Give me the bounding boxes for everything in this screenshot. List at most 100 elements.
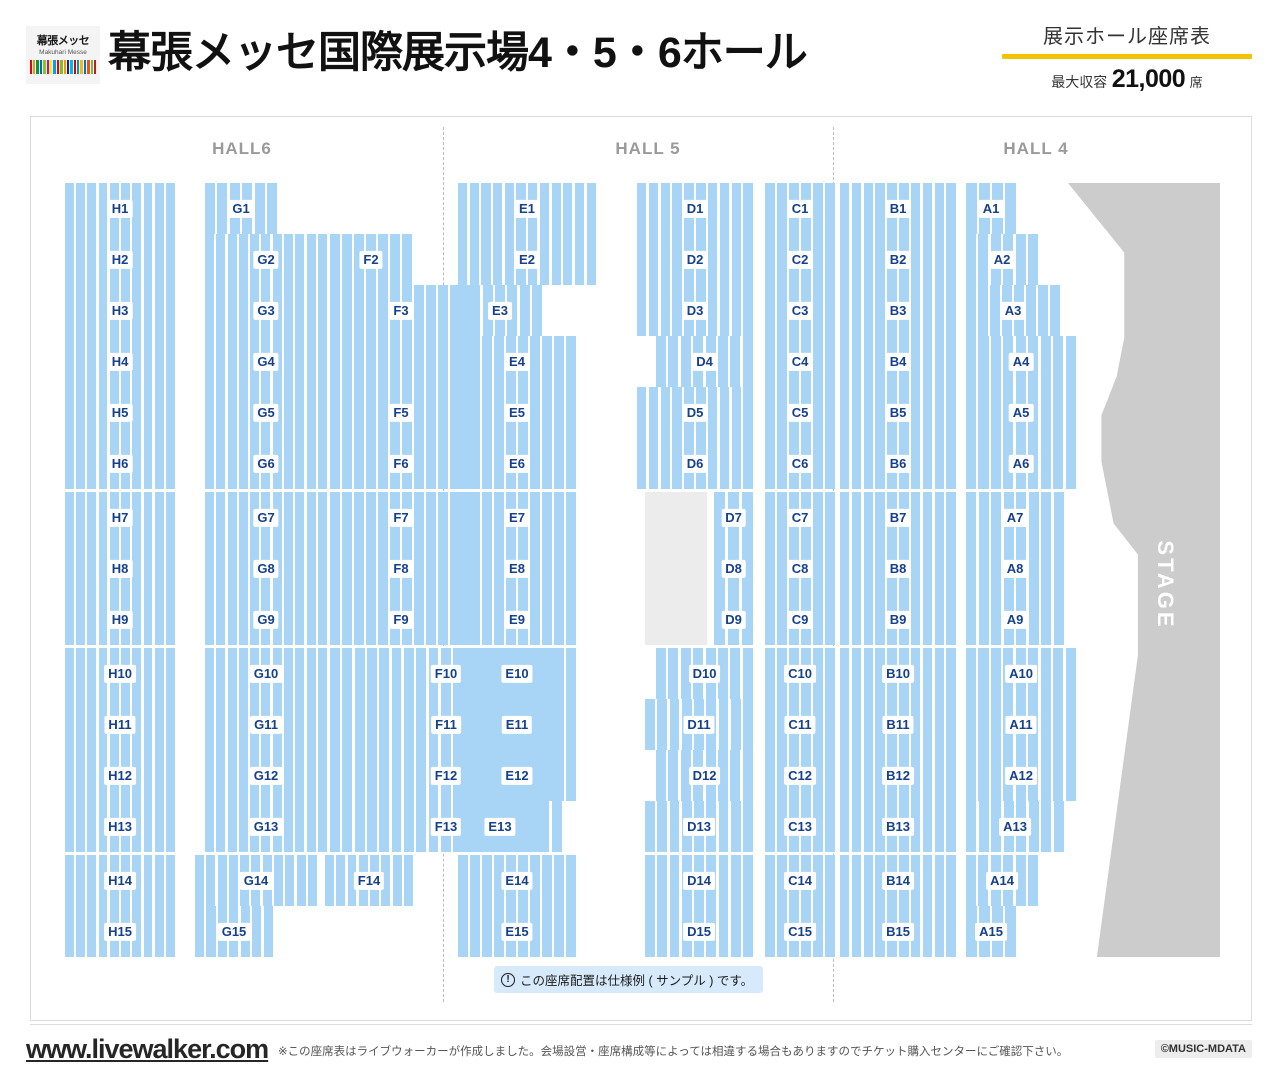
- seat-block-E11[interactable]: E11: [458, 699, 576, 750]
- seat-block-E13[interactable]: E13: [458, 801, 542, 852]
- seat-block-H13[interactable]: H13: [65, 801, 175, 852]
- seat-block-E3[interactable]: E3: [458, 285, 542, 336]
- seat-block-H15[interactable]: H15: [65, 906, 175, 957]
- seat-block-C5[interactable]: C5: [765, 387, 835, 438]
- seat-block-C8[interactable]: C8: [765, 543, 835, 594]
- seat-block-D3[interactable]: D3: [637, 285, 753, 336]
- seat-block-H6[interactable]: H6: [65, 438, 175, 489]
- seat-block-H9[interactable]: H9: [65, 594, 175, 645]
- seat-block-G11[interactable]: G11: [205, 699, 327, 750]
- seat-block-D15[interactable]: D15: [645, 906, 753, 957]
- seat-block-G9[interactable]: G9: [205, 594, 327, 645]
- seat-block-D12[interactable]: D12: [656, 750, 753, 801]
- seat-block-D8[interactable]: D8: [714, 543, 753, 594]
- seat-block-D13[interactable]: D13: [645, 801, 753, 852]
- seat-block-A8[interactable]: A8: [966, 543, 1064, 594]
- seat-block-A2[interactable]: A2: [966, 234, 1038, 285]
- seat-block-C15[interactable]: C15: [765, 906, 835, 957]
- seat-block-B9[interactable]: B9: [840, 594, 956, 645]
- seat-block-B7[interactable]: B7: [840, 492, 956, 543]
- seat-block-B3[interactable]: B3: [840, 285, 956, 336]
- seat-block-B6[interactable]: B6: [840, 438, 956, 489]
- seat-block-B13[interactable]: B13: [840, 801, 956, 852]
- seat-block-A10[interactable]: A10: [966, 648, 1076, 699]
- seat-block-D10[interactable]: D10: [656, 648, 753, 699]
- seat-block-A4[interactable]: A4: [966, 336, 1076, 387]
- seat-block-B10[interactable]: B10: [840, 648, 956, 699]
- seat-block-H11[interactable]: H11: [65, 699, 175, 750]
- seat-block-H7[interactable]: H7: [65, 492, 175, 543]
- seat-block-D6[interactable]: D6: [637, 438, 753, 489]
- seat-block-G4[interactable]: G4: [205, 336, 327, 387]
- seat-block-C4[interactable]: C4: [765, 336, 835, 387]
- seat-block-D14[interactable]: D14: [645, 855, 753, 906]
- seat-block-F2[interactable]: F2: [330, 234, 412, 285]
- seat-block-A14[interactable]: A14: [966, 855, 1038, 906]
- seat-block-A12[interactable]: A12: [966, 750, 1076, 801]
- seat-block-D1[interactable]: D1: [637, 183, 753, 234]
- seat-block-D11[interactable]: D11: [645, 699, 753, 750]
- seat-block-A7[interactable]: A7: [966, 492, 1064, 543]
- seat-block-G7[interactable]: G7: [205, 492, 327, 543]
- seat-block-G6[interactable]: G6: [205, 438, 327, 489]
- seat-block-F8[interactable]: F8: [330, 543, 472, 594]
- seat-block-G15[interactable]: G15: [195, 906, 273, 957]
- seat-block-E6[interactable]: E6: [458, 438, 576, 489]
- seat-block-C1[interactable]: C1: [765, 183, 835, 234]
- seat-block-C7[interactable]: C7: [765, 492, 835, 543]
- seat-block-A5[interactable]: A5: [966, 387, 1076, 438]
- seat-block-B5[interactable]: B5: [840, 387, 956, 438]
- seat-block-F6[interactable]: F6: [330, 438, 472, 489]
- seat-block-E2[interactable]: E2: [458, 234, 596, 285]
- seat-block-C10[interactable]: C10: [765, 648, 835, 699]
- seat-block-E14[interactable]: E14: [458, 855, 576, 906]
- seat-block-D2[interactable]: D2: [637, 234, 753, 285]
- seat-block-B1[interactable]: B1: [840, 183, 956, 234]
- seat-block-A11[interactable]: A11: [966, 699, 1076, 750]
- seat-block-H14[interactable]: H14: [65, 855, 175, 906]
- seat-block-G8[interactable]: G8: [205, 543, 327, 594]
- seat-block-E4[interactable]: E4: [458, 336, 576, 387]
- seat-block-D4[interactable]: D4: [656, 336, 753, 387]
- seat-block-F3[interactable]: F3: [330, 285, 472, 336]
- seat-block-G12[interactable]: G12: [205, 750, 327, 801]
- seat-block-F9[interactable]: F9: [330, 594, 472, 645]
- seat-block-B2[interactable]: B2: [840, 234, 956, 285]
- seat-block-F7[interactable]: F7: [330, 492, 472, 543]
- seat-block-E9[interactable]: E9: [458, 594, 576, 645]
- seat-block-G2[interactable]: G2: [205, 234, 327, 285]
- seat-block-C9[interactable]: C9: [765, 594, 835, 645]
- site-url-link[interactable]: www.livewalker.com: [26, 1034, 269, 1064]
- seat-block-G13[interactable]: G13: [205, 801, 327, 852]
- seat-block-H3[interactable]: H3: [65, 285, 175, 336]
- seat-block-E5[interactable]: E5: [458, 387, 576, 438]
- seat-block-E7[interactable]: E7: [458, 492, 576, 543]
- seat-block-E10[interactable]: E10: [458, 648, 576, 699]
- seat-block-G1[interactable]: G1: [205, 183, 277, 234]
- seat-block-B11[interactable]: B11: [840, 699, 956, 750]
- seat-block-A15[interactable]: A15: [966, 906, 1016, 957]
- seat-block-G5[interactable]: G5: [205, 387, 327, 438]
- seat-block-H1[interactable]: H1: [65, 183, 175, 234]
- seat-block-A9[interactable]: A9: [966, 594, 1064, 645]
- seat-block-E15[interactable]: E15: [458, 906, 576, 957]
- seat-block-F14[interactable]: F14: [325, 855, 413, 906]
- seat-block-H5[interactable]: H5: [65, 387, 175, 438]
- seat-block-E12[interactable]: E12: [458, 750, 576, 801]
- seat-block-D9[interactable]: D9: [714, 594, 753, 645]
- seat-block[interactable]: [330, 336, 472, 387]
- seat-block-B8[interactable]: B8: [840, 543, 956, 594]
- seat-block-C3[interactable]: C3: [765, 285, 835, 336]
- seat-block-G10[interactable]: G10: [205, 648, 327, 699]
- seat-block-F5[interactable]: F5: [330, 387, 472, 438]
- seat-block-C6[interactable]: C6: [765, 438, 835, 489]
- seat-block-A3[interactable]: A3: [966, 285, 1060, 336]
- seat-block-G14[interactable]: G14: [195, 855, 317, 906]
- seat-block-B15[interactable]: B15: [840, 906, 956, 957]
- seat-block-C2[interactable]: C2: [765, 234, 835, 285]
- seat-block-C11[interactable]: C11: [765, 699, 835, 750]
- seat-block-H8[interactable]: H8: [65, 543, 175, 594]
- seat-block-H2[interactable]: H2: [65, 234, 175, 285]
- seat-block-D7[interactable]: D7: [714, 492, 753, 543]
- seat-block-H10[interactable]: H10: [65, 648, 175, 699]
